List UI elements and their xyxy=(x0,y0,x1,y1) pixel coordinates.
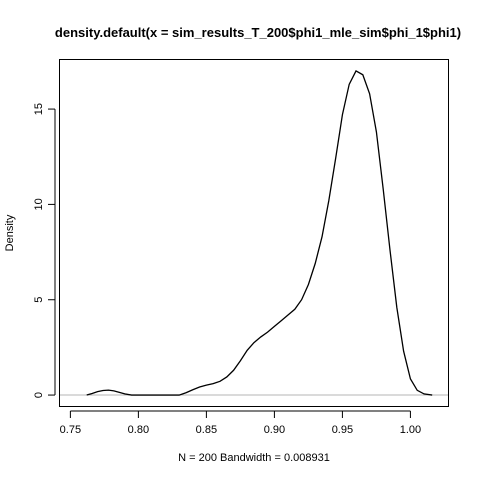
y-axis: 0 5 10 15 xyxy=(33,103,56,398)
x-axis-label: N = 200 Bandwidth = 0.008931 xyxy=(178,452,330,464)
x-tick-label: 0.80 xyxy=(128,424,149,436)
y-axis-label: Density xyxy=(4,214,16,251)
x-axis: 0.75 0.80 0.85 0.90 0.95 1.00 xyxy=(60,410,421,436)
y-tick-label: 5 xyxy=(33,297,45,303)
chart-title: density.default(x = sim_results_T_200$ph… xyxy=(55,25,461,40)
plot-box xyxy=(59,59,449,407)
x-tick-label: 0.95 xyxy=(332,424,353,436)
y-tick-label: 15 xyxy=(33,103,45,115)
y-tick-label: 10 xyxy=(33,198,45,210)
x-tick-label: 0.90 xyxy=(264,424,285,436)
density-series-line xyxy=(86,70,433,396)
x-tick-label: 1.00 xyxy=(400,424,421,436)
y-tick-label: 0 xyxy=(33,392,45,398)
x-tick-label: 0.75 xyxy=(60,424,81,436)
x-tick-label: 0.85 xyxy=(196,424,217,436)
